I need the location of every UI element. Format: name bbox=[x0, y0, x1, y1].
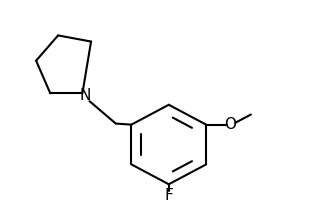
Text: N: N bbox=[80, 88, 91, 103]
Text: O: O bbox=[225, 117, 236, 132]
Text: F: F bbox=[165, 188, 173, 203]
